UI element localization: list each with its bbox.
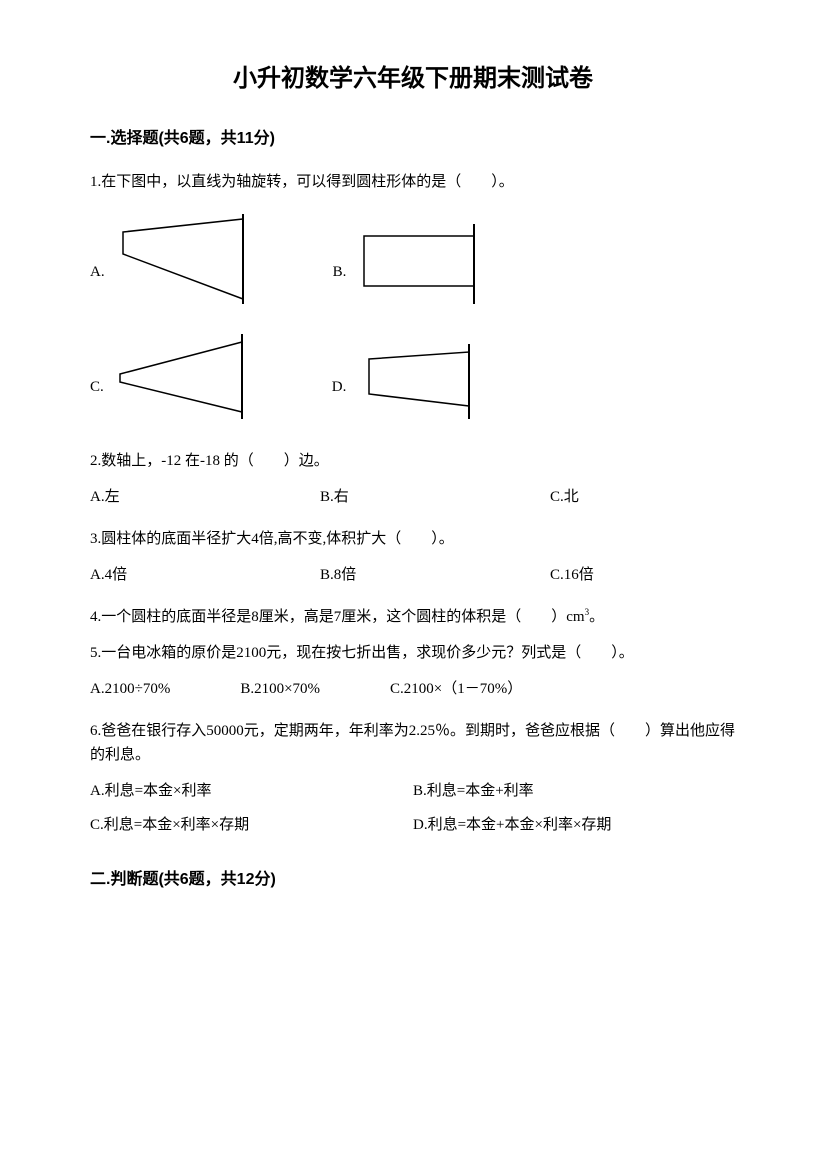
q2-options: A.左 B.右 C.北 [90,485,736,509]
q4-text: 4.一个圆柱的底面半径是8厘米，高是7厘米，这个圆柱的体积是（ ）cm3。 [90,605,736,629]
shape-b-icon [354,224,484,304]
shape-a-icon [113,214,253,304]
q1-opt-b-label: B. [333,260,347,284]
shape-c-icon [112,334,252,419]
q1-shapes-row-2: C. D. [90,334,736,419]
q3-opt-b: B.8倍 [320,563,470,587]
q4-text-pre: 4.一个圆柱的底面半径是8厘米，高是7厘米，这个圆柱的体积是（ ）cm [90,609,585,625]
question-6: 6.爸爸在银行存入50000元，定期两年，年利率为2.25％。到期时，爸爸应根据… [90,719,736,847]
section-2-header: 二.判断题(共6题，共12分) [90,867,736,893]
q6-opt-d: D.利息=本金+本金×利率×存期 [413,813,736,837]
page-title: 小升初数学六年级下册期末测试卷 [90,60,736,98]
q2-opt-b: B.右 [320,485,470,509]
q5-opt-a: A.2100÷70% [90,677,170,701]
q6-opt-b: B.利息=本金+利率 [413,779,736,803]
question-5: 5.一台电冰箱的原价是2100元，现在按七折出售，求现价多少元？列式是（ ）。 … [90,641,736,701]
q6-opt-c: C.利息=本金×利率×存期 [90,813,413,837]
q1-shapes-row-1: A. B. [90,214,736,304]
q3-options: A.4倍 B.8倍 C.16倍 [90,563,736,587]
q5-opt-c: C.2100×（1－70%） [390,677,522,701]
q3-text: 3.圆柱体的底面半径扩大4倍,高不变,体积扩大（ ）。 [90,527,736,551]
q5-text: 5.一台电冰箱的原价是2100元，现在按七折出售，求现价多少元？列式是（ ）。 [90,641,736,665]
q1-opt-c-label: C. [90,375,104,399]
q1-opt-d: D. [332,344,480,419]
q1-opt-d-label: D. [332,375,347,399]
q3-opt-a: A.4倍 [90,563,240,587]
q3-opt-c: C.16倍 [550,563,700,587]
question-4: 4.一个圆柱的底面半径是8厘米，高是7厘米，这个圆柱的体积是（ ）cm3。 [90,605,736,629]
q2-opt-c: C.北 [550,485,700,509]
q1-opt-c: C. [90,334,252,419]
section-1-header: 一.选择题(共6题，共11分) [90,126,736,152]
q6-opt-a: A.利息=本金×利率 [90,779,413,803]
question-2: 2.数轴上，-12 在-18 的（ ）边。 A.左 B.右 C.北 [90,449,736,509]
q5-options: A.2100÷70% B.2100×70% C.2100×（1－70%） [90,677,736,701]
question-3: 3.圆柱体的底面半径扩大4倍,高不变,体积扩大（ ）。 A.4倍 B.8倍 C.… [90,527,736,587]
shape-d-icon [354,344,479,419]
q6-text: 6.爸爸在银行存入50000元，定期两年，年利率为2.25％。到期时，爸爸应根据… [90,719,736,767]
q1-opt-a: A. [90,214,253,304]
q4-text-post: 。 [589,609,604,625]
q2-opt-a: A.左 [90,485,240,509]
q6-options: A.利息=本金×利率 B.利息=本金+利率 C.利息=本金×利率×存期 D.利息… [90,779,736,847]
q1-opt-a-label: A. [90,260,105,284]
question-1: 1.在下图中，以直线为轴旋转，可以得到圆柱形体的是（ ）。 A. B. C. [90,170,736,419]
q5-opt-b: B.2100×70% [240,677,320,701]
q1-opt-b: B. [333,224,485,304]
q1-text: 1.在下图中，以直线为轴旋转，可以得到圆柱形体的是（ ）。 [90,170,736,194]
q2-text: 2.数轴上，-12 在-18 的（ ）边。 [90,449,736,473]
